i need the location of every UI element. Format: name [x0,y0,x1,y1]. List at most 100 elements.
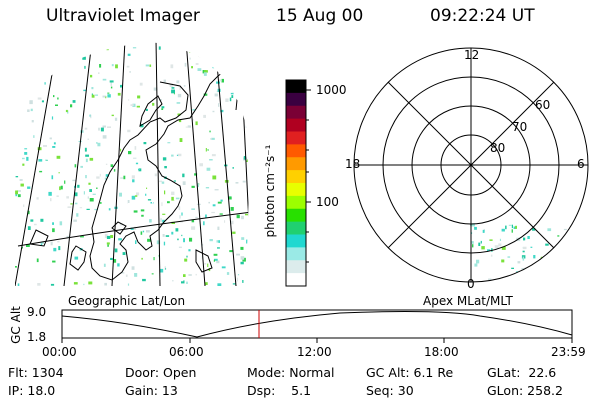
speckle [471,241,474,244]
speckle [133,157,137,159]
speckle [539,263,543,267]
speckle [135,240,137,244]
speckle [181,280,185,284]
speckle [516,281,519,282]
speckle [471,232,473,234]
speckle [134,226,137,230]
speckle [117,76,121,78]
speckle [218,68,221,71]
speckle [23,100,27,104]
speckle [147,199,152,201]
speckle [522,250,525,253]
speckle [111,114,114,117]
speckle [17,283,20,286]
speckle [22,191,25,196]
mlat-label-60: 60 [535,98,551,112]
speckle [88,281,93,285]
speckle [132,179,135,183]
speckle [131,266,135,270]
speckle [169,83,173,87]
speckle [547,228,552,232]
speckle [87,138,90,140]
speckle [232,50,236,54]
speckle [563,228,567,231]
speckle [95,212,99,215]
speckle [221,78,224,83]
speckle [93,172,96,175]
timeline-xtick-0600: 06:00 [169,345,204,359]
speckle [217,283,222,286]
speckle [220,109,224,113]
speckle [171,87,175,89]
speckle [218,241,223,245]
speckle [203,221,205,226]
speckle [229,77,232,79]
speckle [58,246,61,251]
speckle [566,240,568,244]
speckle [67,206,72,208]
speckle [46,73,49,75]
speckle [542,274,546,277]
speckle [218,240,220,243]
speckle [83,253,86,257]
polar-grid [353,47,589,283]
speckle [167,142,171,144]
speckle [205,214,207,218]
altitude-curve [61,311,573,338]
speckle [82,56,86,60]
speckle [242,280,244,283]
speckle [569,280,573,282]
speckle [77,184,80,188]
speckle [208,264,213,268]
speckle [576,254,579,259]
speckle [525,278,529,282]
speckle [191,185,195,188]
timeline-axis-label: GC Alt [9,306,23,344]
colorbar-band [286,105,306,120]
speckle [195,63,199,65]
speckle [165,235,170,237]
speckle [575,250,578,252]
speckle [97,142,101,147]
speckle [250,284,252,286]
speckle [27,45,31,49]
speckle [59,186,61,191]
colorbar-band [286,131,306,145]
speckle [72,100,76,103]
speckle [36,258,39,263]
speckle [525,277,529,281]
geographic-image [15,42,252,286]
speckle [164,190,166,195]
speckle [210,138,212,140]
speckle [182,164,184,166]
speckle [572,234,575,239]
speckle [187,125,191,128]
speckle [106,235,111,239]
speckle [527,236,530,239]
speckle [577,253,579,256]
speckle [76,213,79,217]
speckle [161,202,163,207]
speckle [15,193,18,197]
speckle [217,247,220,249]
speckle [482,229,485,233]
speckle [81,280,84,283]
speckle [128,99,130,101]
speckle [243,156,246,160]
speckle [154,240,157,242]
speckle [48,143,52,148]
speckle [182,173,185,178]
speckle [243,81,246,85]
speckle [21,246,23,249]
speckle [180,221,183,223]
speckle [188,269,191,274]
speckle [149,174,153,176]
speckle [99,64,102,68]
speckle [478,242,481,246]
speckle [214,93,218,97]
timeline-xtick-0000: 00:00 [42,345,77,359]
sequence-value: Seq: 30 [366,383,414,398]
speckle [103,263,106,267]
speckle [207,149,209,151]
speckle [15,176,19,178]
